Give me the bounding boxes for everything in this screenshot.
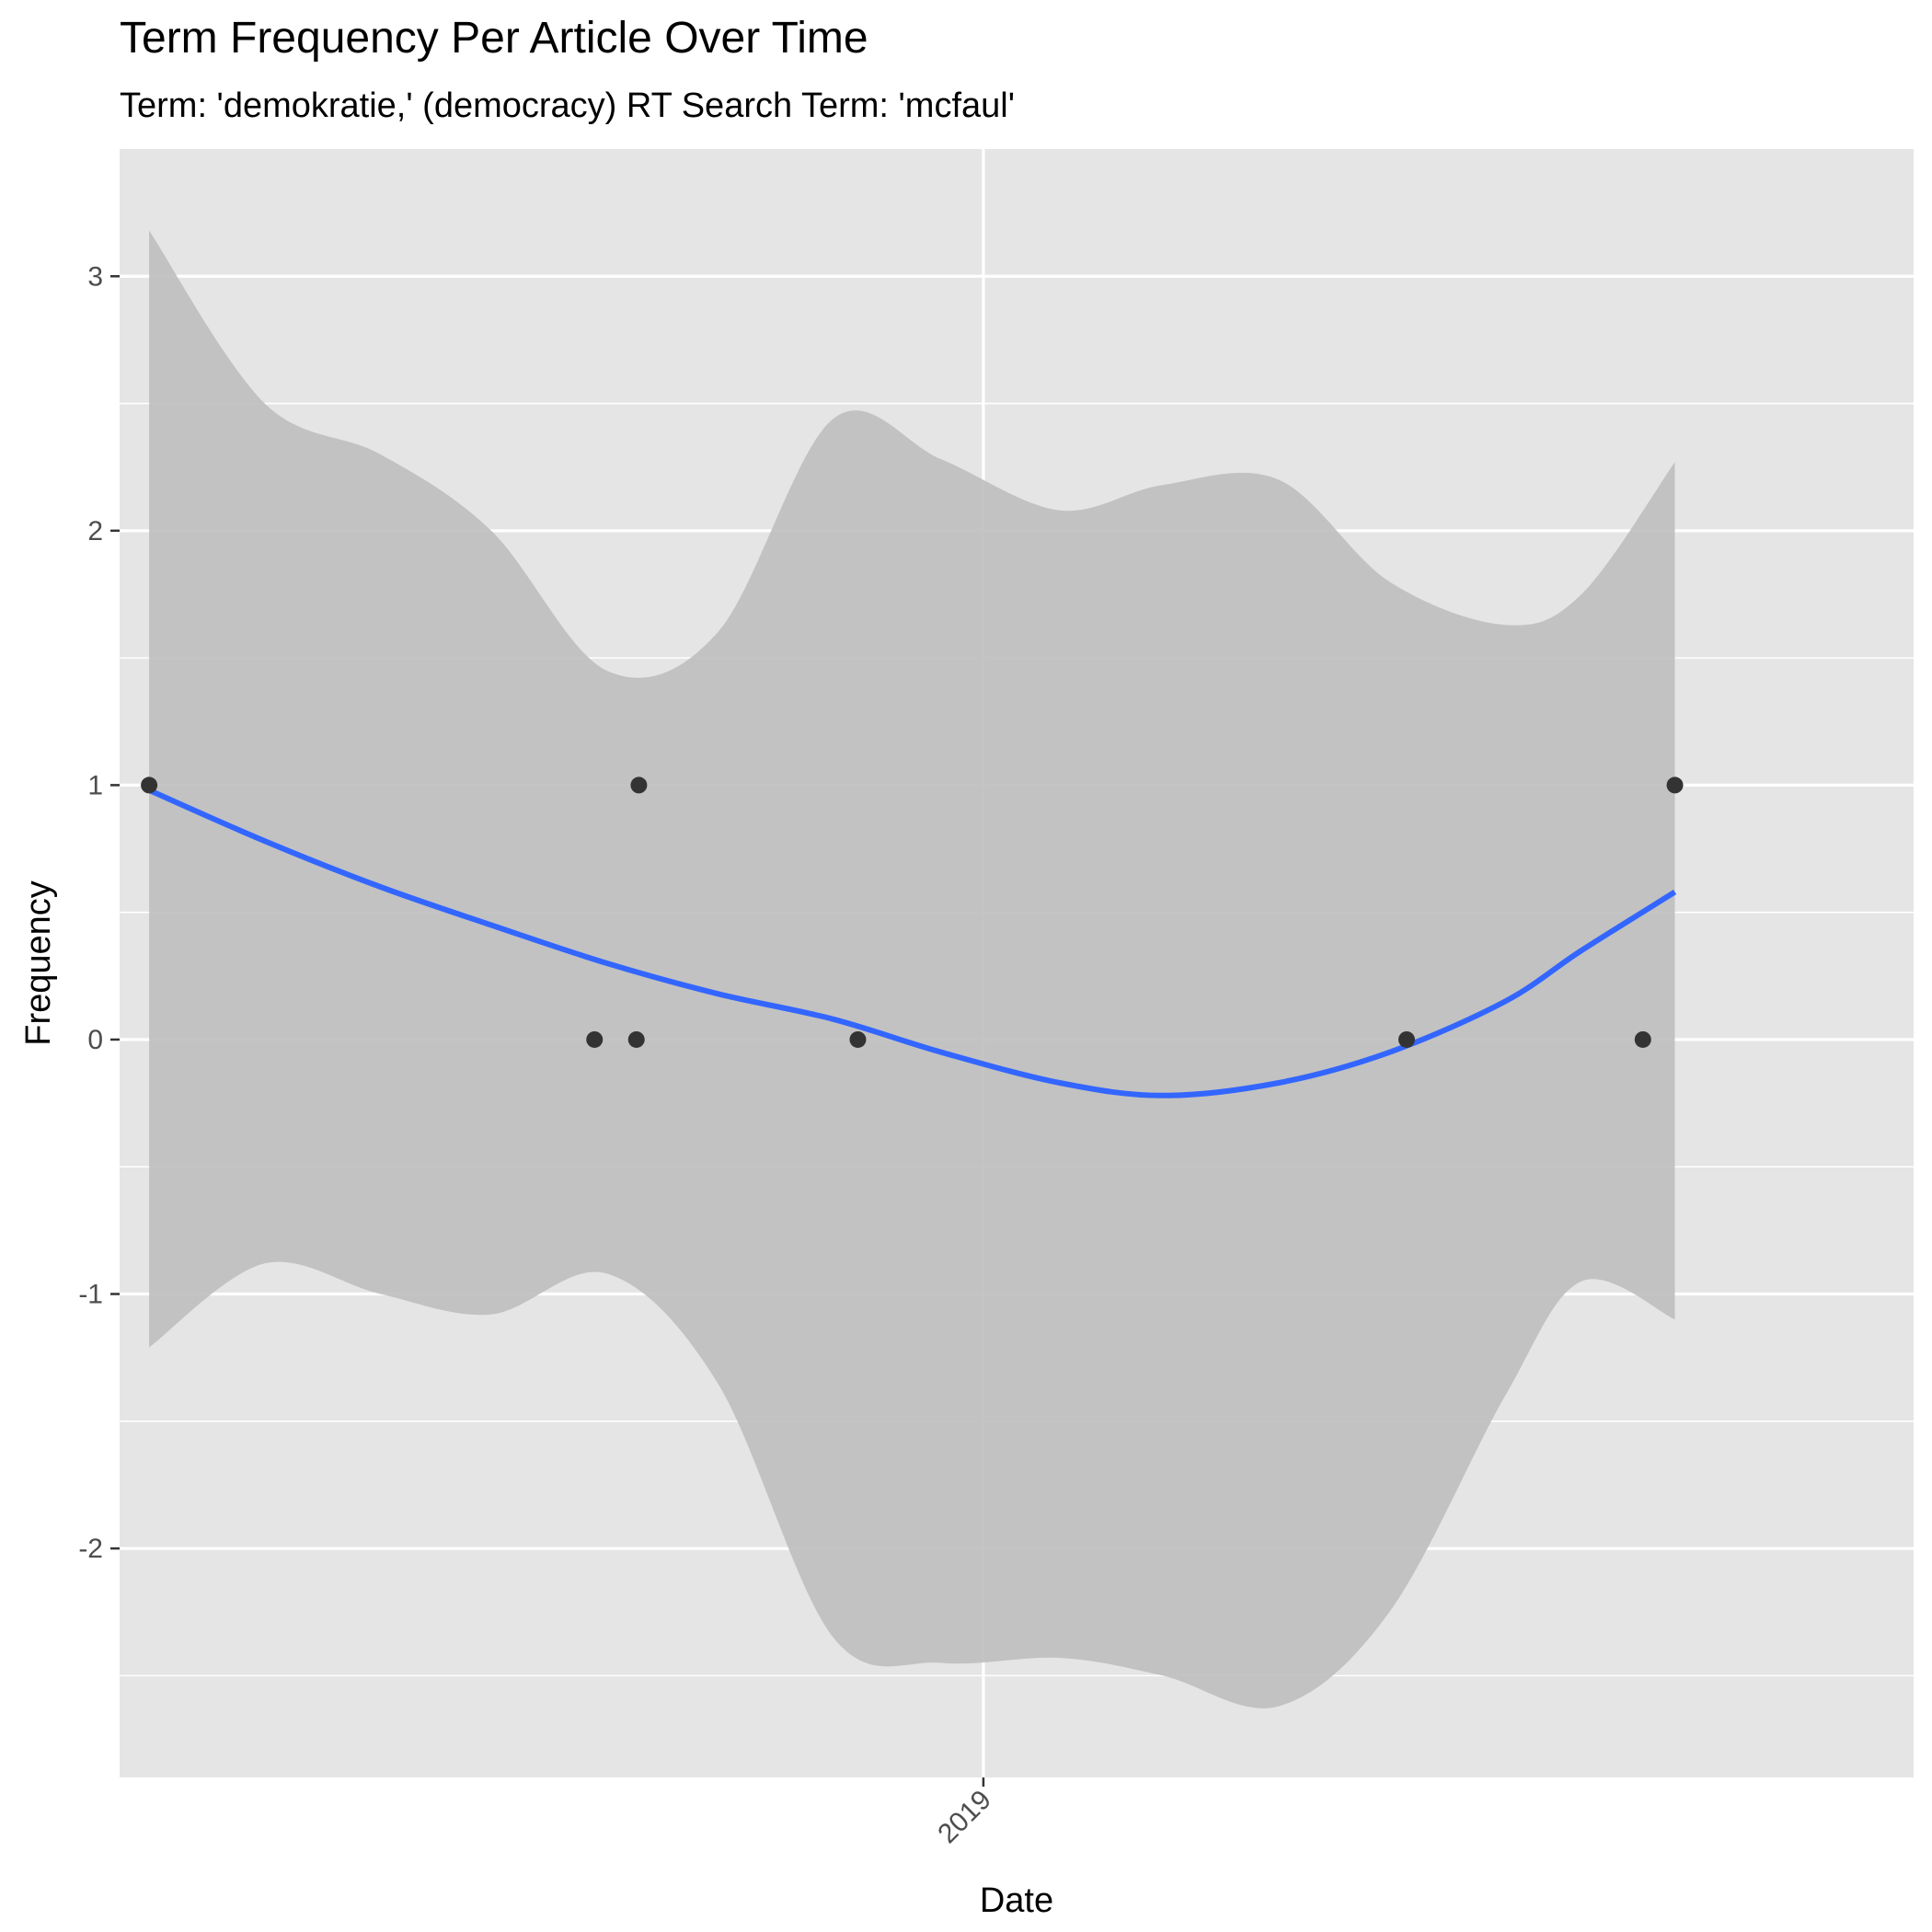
x-tick-label: 2019 [932, 1785, 997, 1850]
y-tick-label: 0 [87, 1025, 103, 1055]
data-point [1666, 776, 1684, 794]
y-tick-label: -1 [78, 1280, 103, 1310]
smooth-line [147, 788, 1677, 1098]
data-point [627, 1030, 645, 1048]
x-axis-title: Date [980, 1881, 1053, 1920]
y-axis: -2 -1 0 1 2 3 [78, 261, 120, 1564]
y-tick-label: -2 [78, 1534, 103, 1564]
data-point [849, 1030, 867, 1048]
chart-title: Term Frequency Per Article Over Time [120, 14, 868, 63]
data-point [1397, 1030, 1415, 1048]
x-axis: 2019 [932, 1777, 997, 1849]
data-point [630, 776, 648, 794]
y-axis-title: Frequency [19, 880, 58, 1046]
confidence-band [149, 230, 1675, 1708]
y-tick-label: 1 [87, 770, 103, 800]
data-point [141, 776, 158, 794]
y-tick-label: 2 [87, 516, 103, 546]
data-point [1634, 1030, 1651, 1048]
y-tick-label: 3 [87, 261, 103, 292]
data-point [586, 1030, 604, 1048]
chart-subtitle: Term: 'demokratie,' (democracy) RT Searc… [120, 86, 1015, 125]
data-points [141, 776, 1684, 1048]
